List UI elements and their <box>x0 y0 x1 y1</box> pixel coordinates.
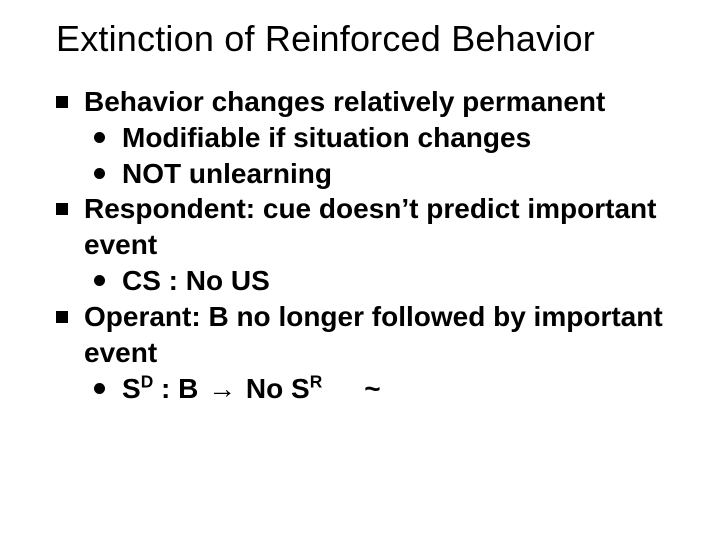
bullet-level1: Behavior changes relatively permanent <box>56 84 680 120</box>
arrow-icon: → <box>206 371 238 407</box>
bullet-level1: Respondent: cue doesn’t predict importan… <box>56 191 680 263</box>
formula-sd-base: S <box>122 373 141 404</box>
slide: Extinction of Reinforced Behavior Behavi… <box>0 0 720 540</box>
formula-sr-sup: R <box>310 371 323 391</box>
bullet-level2: Modifiable if situation changes <box>56 120 680 156</box>
formula-colon-b: : B <box>153 373 206 404</box>
formula-sd-sup: D <box>141 371 154 391</box>
bullet-level2-formula: SD : B → No SR ~ <box>56 371 680 407</box>
bullet-level2: NOT unlearning <box>56 156 680 192</box>
formula-no-s: No S <box>238 373 310 404</box>
slide-title: Extinction of Reinforced Behavior <box>56 18 680 60</box>
formula-tilde: ~ <box>364 373 380 404</box>
bullet-level2: CS : No US <box>56 263 680 299</box>
slide-body: Behavior changes relatively permanent Mo… <box>56 84 680 406</box>
bullet-level1: Operant: B no longer followed by importa… <box>56 299 680 371</box>
